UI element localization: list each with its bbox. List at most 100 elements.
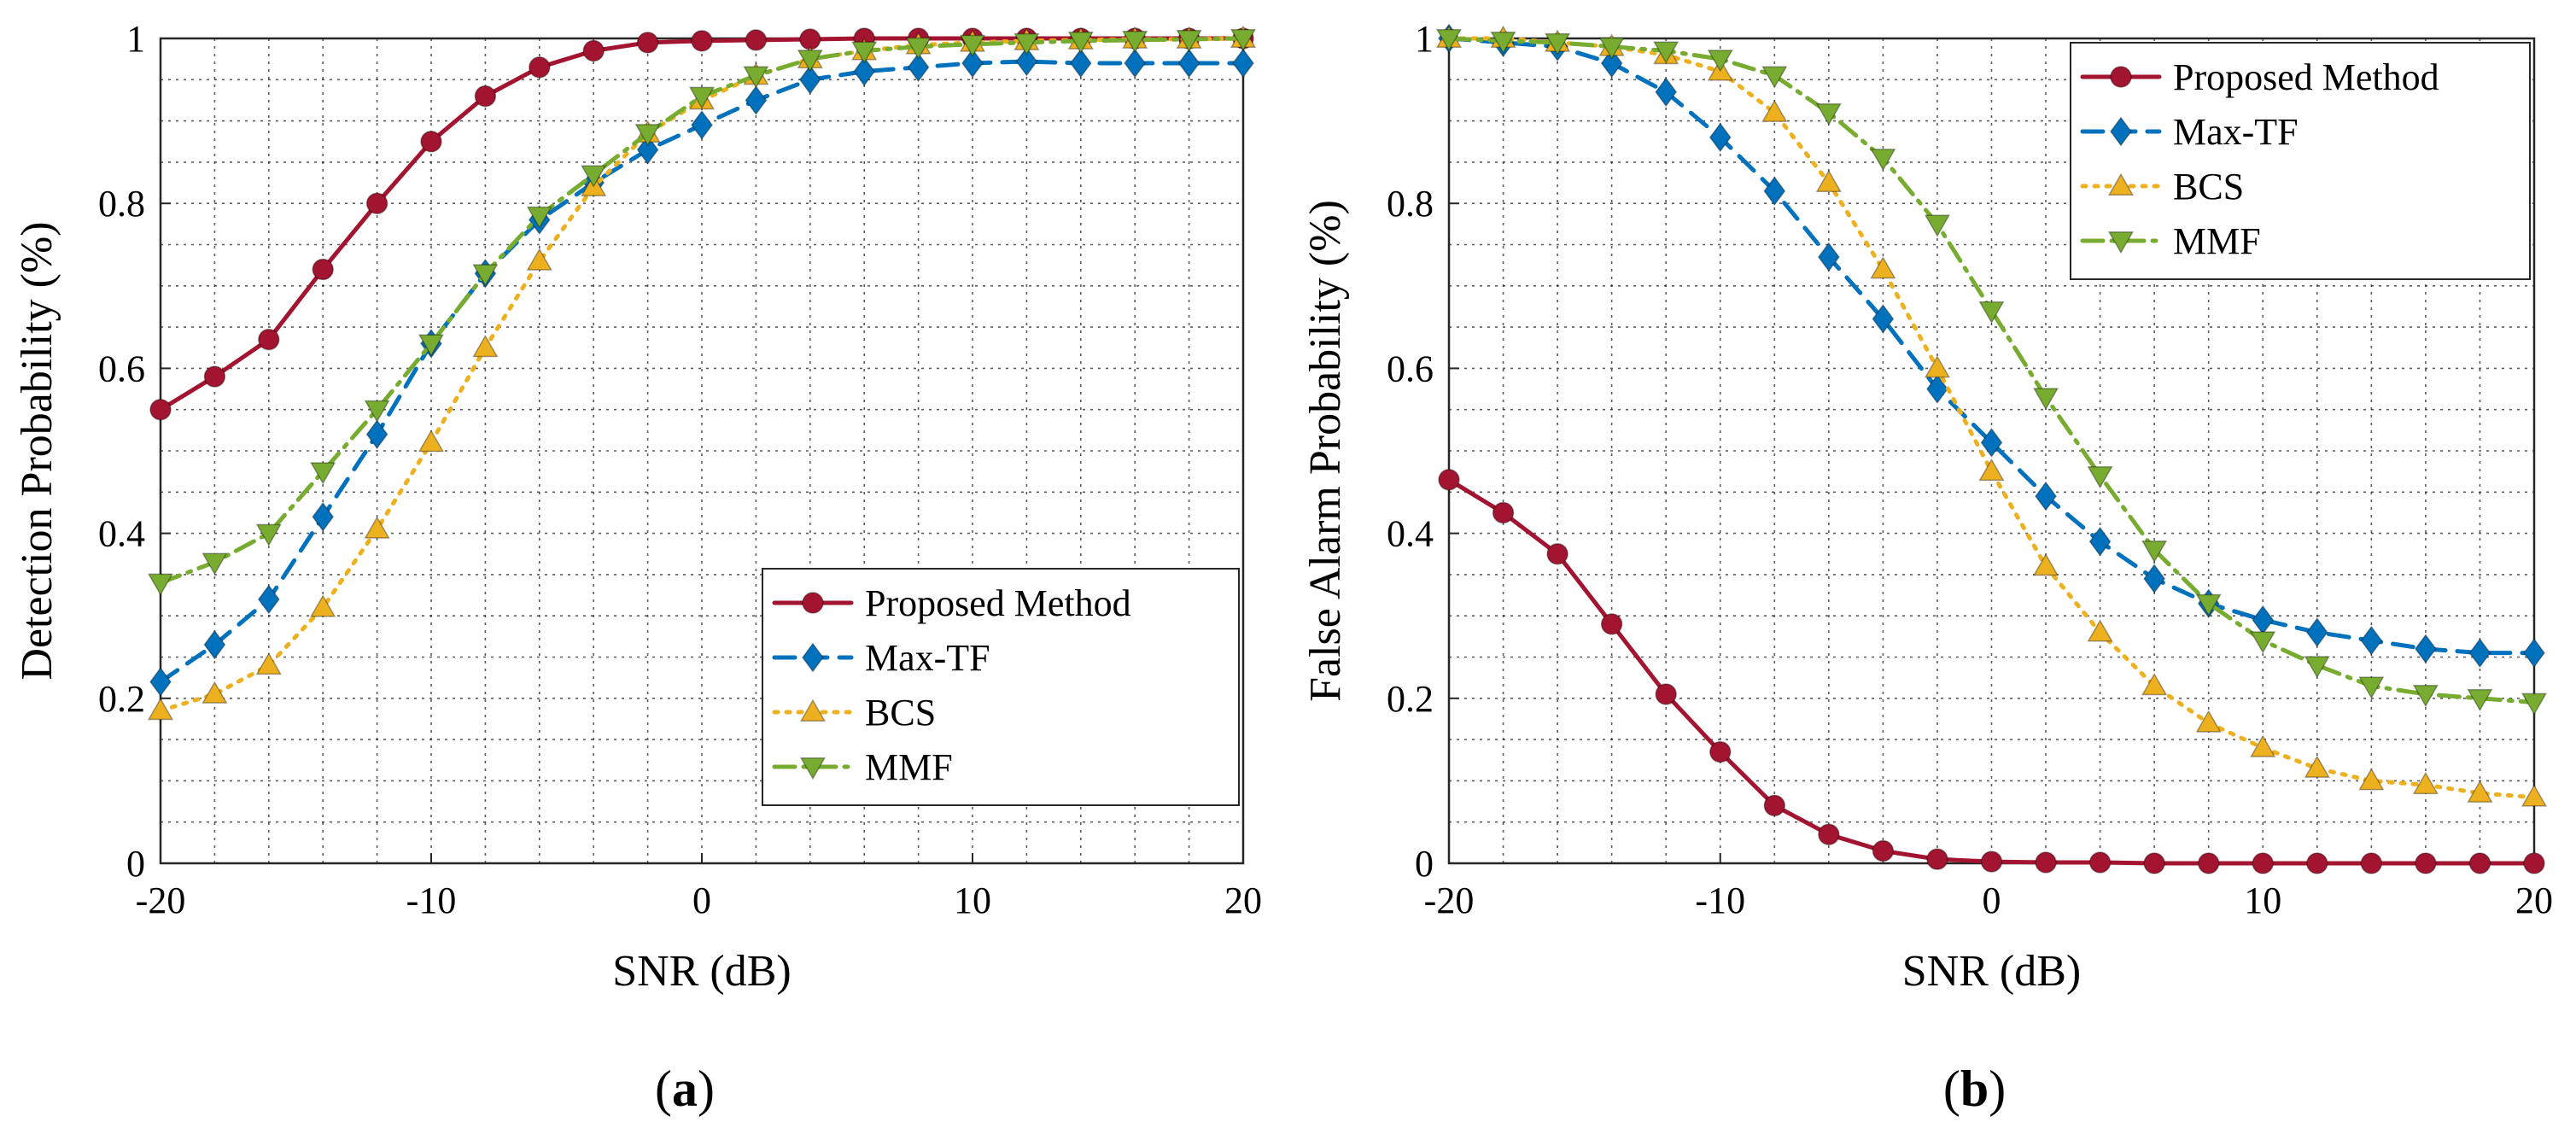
legend-label: MMF	[865, 746, 953, 788]
series-proposed-method	[1438, 469, 2545, 874]
data-point-bcs	[526, 248, 552, 271]
data-point-bcs	[1978, 458, 2005, 482]
legend-item-bcs: BCS	[2080, 166, 2244, 207]
data-point-max-tf	[961, 48, 984, 79]
legend-label: BCS	[865, 692, 936, 733]
data-point-max-tf	[798, 64, 821, 95]
data-point-mmf	[2412, 685, 2439, 708]
data-point-mmf	[1870, 149, 1896, 172]
y-axis-title: False Alarm Probability (%)	[1301, 200, 1350, 702]
data-point-mmf	[2087, 466, 2113, 489]
series-mmf	[1435, 29, 2548, 716]
data-point-mmf	[1545, 32, 1571, 56]
x-tick-label: 0	[692, 880, 711, 921]
data-point-mmf	[1176, 30, 1202, 53]
data-point-proposed-method	[1600, 613, 1623, 635]
data-point-bcs	[2304, 755, 2330, 778]
data-point-max-tf	[1069, 48, 1092, 79]
data-point-max-tf	[1600, 48, 1623, 79]
data-point-mmf	[1490, 31, 1516, 55]
data-point-proposed-method	[258, 328, 280, 351]
x-tick-label: 0	[1983, 880, 2001, 921]
x-axis-title: SNR (dB)	[1902, 947, 2081, 996]
data-point-proposed-method	[2143, 852, 2165, 874]
y-tick-label: 0.4	[98, 513, 145, 555]
data-point-proposed-method	[1546, 543, 1568, 565]
data-point-max-tf	[2360, 625, 2383, 656]
legend-label: Proposed Method	[2173, 56, 2439, 98]
data-point-mmf	[1707, 50, 1733, 73]
data-point-max-tf	[1709, 122, 1732, 153]
data-point-proposed-method	[2415, 852, 2437, 874]
data-point-mmf	[2358, 676, 2385, 699]
data-point-mmf	[2250, 631, 2276, 654]
x-axis-title: SNR (dB)	[612, 947, 791, 996]
x-tick-label: -20	[136, 880, 186, 921]
data-point-mmf	[2032, 388, 2059, 411]
data-point-proposed-method	[1709, 740, 1732, 763]
data-point-mmf	[1815, 102, 1842, 126]
data-point-mmf	[905, 37, 932, 60]
data-point-max-tf	[2414, 634, 2437, 664]
y-tick-label: 0.8	[98, 183, 145, 225]
data-point-mmf	[797, 50, 823, 73]
data-point-max-tf	[2088, 526, 2112, 557]
data-point-max-tf	[149, 667, 172, 697]
data-point-bcs	[2467, 780, 2493, 803]
data-point-proposed-method	[365, 192, 388, 214]
data-point-mmf	[1013, 32, 1040, 56]
data-point-bcs	[418, 430, 445, 453]
data-point-proposed-method	[474, 85, 497, 108]
data-point-mmf	[1653, 41, 1679, 64]
data-point-bcs	[255, 652, 282, 675]
data-point-mmf	[255, 523, 282, 546]
legend-marker	[2107, 231, 2135, 254]
data-point-max-tf	[636, 134, 659, 165]
data-point-max-tf	[1872, 303, 1895, 334]
data-point-proposed-method	[2035, 851, 2057, 874]
data-point-mmf	[2467, 688, 2493, 712]
data-point-proposed-method	[1763, 794, 1786, 817]
data-point-proposed-method	[2306, 852, 2328, 874]
panel-caption: (b)	[1943, 1061, 2006, 1117]
y-tick-label: 0	[126, 843, 145, 885]
data-point-proposed-method	[203, 365, 226, 388]
data-point-bcs	[1815, 169, 1842, 192]
data-point-mmf	[1435, 29, 1463, 52]
legend-label: MMF	[2173, 220, 2261, 262]
legend-item-proposed-method: Proposed Method	[772, 582, 1131, 624]
data-point-max-tf	[691, 109, 713, 140]
data-point-mmf	[526, 206, 552, 229]
legend-label: BCS	[2173, 166, 2244, 207]
data-point-mmf	[2141, 540, 2168, 564]
panel-caption: (a)	[655, 1061, 715, 1117]
data-point-mmf	[1230, 29, 1257, 52]
data-point-proposed-method	[582, 39, 605, 62]
data-point-max-tf	[1817, 242, 1840, 272]
data-point-bcs	[2412, 771, 2439, 795]
data-point-mmf	[959, 34, 986, 58]
x-tick-label: -10	[1695, 880, 1745, 921]
legend-marker	[802, 642, 824, 673]
data-point-max-tf	[853, 56, 876, 87]
data-point-mmf	[1067, 31, 1094, 55]
data-point-bcs	[2087, 619, 2113, 642]
legend-item-proposed-method: Proposed Method	[2080, 56, 2439, 98]
data-point-proposed-method	[2252, 852, 2274, 874]
y-tick-label: 0.2	[1387, 678, 1434, 720]
data-point-mmf	[1761, 66, 1788, 89]
data-point-proposed-method	[2360, 852, 2383, 874]
data-point-proposed-method	[420, 131, 442, 153]
data-point-max-tf	[745, 85, 768, 115]
data-point-bcs	[147, 697, 174, 721]
legend-marker	[802, 592, 824, 614]
y-tick-label: 0.6	[1387, 348, 1434, 389]
data-point-bcs	[310, 594, 336, 617]
data-point-mmf	[688, 86, 716, 109]
data-point-max-tf	[1124, 48, 1147, 79]
y-tick-label: 1	[1415, 18, 1434, 60]
data-point-max-tf	[257, 584, 280, 615]
data-point-mmf	[634, 124, 661, 147]
data-point-bcs	[364, 516, 390, 539]
data-point-proposed-method	[529, 56, 551, 79]
